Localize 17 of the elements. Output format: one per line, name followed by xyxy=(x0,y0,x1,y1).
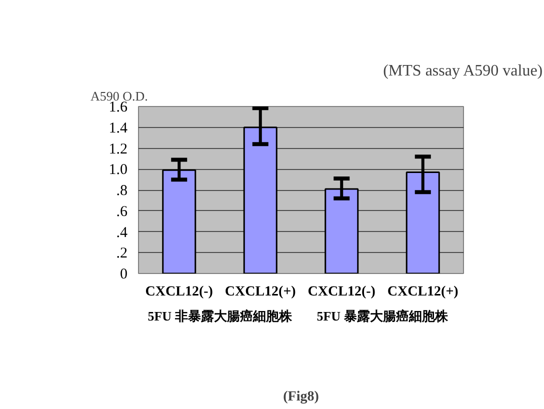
x-tick-label: CXCL12(-) xyxy=(308,284,376,300)
y-tick-label: 0 xyxy=(120,266,128,282)
y-tick-label: .6 xyxy=(116,204,128,220)
y-tick-label: .4 xyxy=(116,224,128,241)
y-tick-label: .2 xyxy=(116,246,128,262)
chart-title: (MTS assay A590 value) xyxy=(383,62,543,80)
text: (Fig8) xyxy=(283,390,320,404)
y-tick-label: 1.4 xyxy=(108,120,128,136)
x-tick-label: CXCL12(+) xyxy=(224,284,296,300)
x-tick-label: CXCL12(+) xyxy=(387,284,459,300)
y-tick-label: 1.6 xyxy=(108,100,128,116)
y-tick-label: .8 xyxy=(116,183,128,199)
x-tick-label: CXCL12(-) xyxy=(145,284,214,300)
y-tick-label: 1.2 xyxy=(108,141,128,158)
text: 5FU 暴露大腸癌細胞株 xyxy=(316,308,449,324)
y-tick-label: 1.0 xyxy=(108,162,128,178)
text: 5FU 非暴露大腸癌細胞株 xyxy=(148,308,293,324)
